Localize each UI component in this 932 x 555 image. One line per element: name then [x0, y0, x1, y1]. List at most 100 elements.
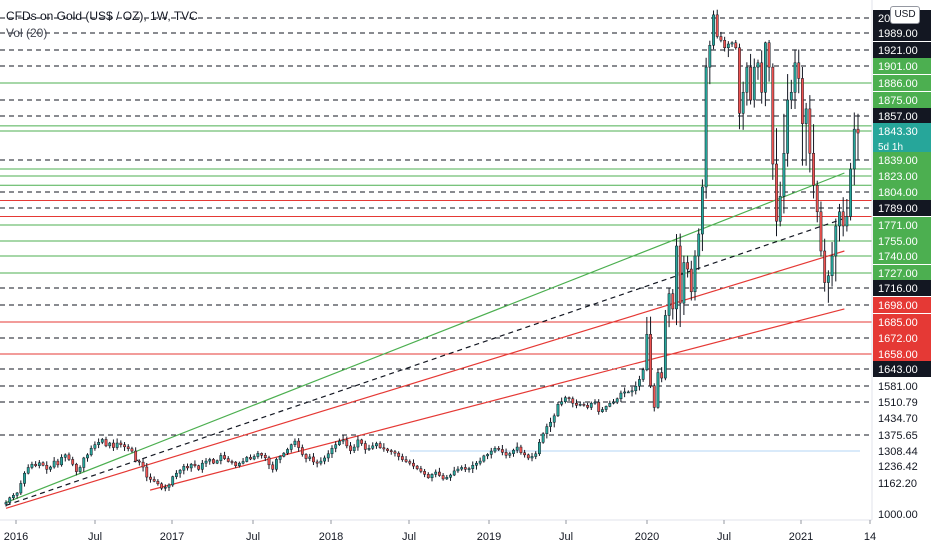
- candle-body: [615, 398, 619, 403]
- candle-body: [767, 42, 771, 68]
- candle-body: [375, 443, 378, 447]
- candle-body: [749, 66, 752, 101]
- candle-body: [41, 462, 45, 466]
- trend-line: [5, 217, 845, 506]
- candle-body: [849, 168, 852, 217]
- candle-body: [486, 454, 489, 457]
- candle-body: [734, 42, 738, 48]
- trend-line: [5, 250, 845, 509]
- candle-body: [656, 372, 660, 408]
- price-label: 1901.00: [878, 61, 918, 73]
- candle-body: [93, 444, 97, 449]
- candle-body: [823, 250, 827, 283]
- price-label-bg: [873, 168, 931, 184]
- candle-body: [571, 398, 575, 404]
- candle-body: [441, 475, 445, 480]
- candle-body: [12, 495, 15, 499]
- trend-line: [149, 308, 845, 491]
- candle-body: [312, 456, 315, 463]
- candle-body: [415, 465, 419, 469]
- candle-body: [249, 457, 252, 460]
- candle-body: [504, 452, 508, 456]
- candle-body: [271, 464, 275, 470]
- price-label: 1162.20: [878, 478, 917, 490]
- price-label-bg: [873, 108, 931, 124]
- candle-body: [530, 456, 534, 459]
- candle-body: [663, 315, 667, 379]
- candle-body: [815, 185, 819, 213]
- candle-body: [334, 444, 338, 449]
- candle-body: [652, 385, 656, 408]
- candle-body: [282, 452, 286, 457]
- price-label: 1989.00: [878, 28, 918, 40]
- candle-body: [456, 468, 460, 472]
- candle-body: [634, 385, 638, 392]
- time-label: 2017: [160, 531, 184, 543]
- candle-body: [841, 211, 845, 227]
- currency-badge[interactable]: USD: [890, 6, 920, 24]
- price-label-bg: [873, 280, 931, 296]
- candle-body: [430, 474, 434, 479]
- candle-body: [304, 454, 308, 459]
- candle-body: [404, 459, 408, 462]
- candle-body: [78, 467, 82, 472]
- candle-body: [363, 443, 367, 450]
- price-label: 1434.70: [878, 413, 918, 425]
- candle-body: [771, 66, 775, 165]
- price-label-bg: [873, 58, 931, 74]
- candle-body: [112, 442, 115, 448]
- price-label-bg: [873, 248, 931, 264]
- candle-body: [156, 480, 160, 485]
- price-label: 1789.00: [878, 203, 918, 215]
- candle-body: [512, 449, 515, 454]
- candle-body: [712, 14, 715, 46]
- price-label: 1716.00: [878, 283, 918, 295]
- price-label-bg: [873, 297, 931, 313]
- price-label: 1839.00: [878, 155, 918, 167]
- candle-body: [126, 446, 130, 449]
- candle-body: [230, 461, 234, 463]
- candle-body: [556, 404, 560, 417]
- candle-body: [100, 439, 104, 443]
- time-label: 2019: [477, 531, 501, 543]
- candle-body: [49, 466, 52, 470]
- candle-body: [763, 42, 767, 93]
- candle-body: [56, 460, 60, 466]
- candle-body: [263, 455, 267, 459]
- price-label: 1740.00: [878, 251, 918, 263]
- candle-body: [793, 62, 797, 93]
- candle-body: [497, 447, 501, 450]
- candle-body: [278, 456, 282, 460]
- candle-body: [704, 66, 708, 188]
- price-label-bg: [873, 217, 931, 233]
- candle-body: [730, 42, 734, 45]
- candle-body: [408, 461, 412, 464]
- candle-body: [252, 456, 256, 460]
- candle-body: [186, 466, 189, 469]
- candle-body: [482, 455, 486, 462]
- candle-body: [119, 442, 123, 445]
- candle-body: [393, 451, 397, 454]
- candle-body: [808, 108, 812, 154]
- candle-body: [163, 486, 167, 489]
- candle-body: [852, 128, 856, 170]
- candle-body: [789, 92, 793, 101]
- candle-body: [689, 268, 693, 293]
- candle-body: [23, 472, 26, 484]
- price-label-bg: [873, 314, 931, 330]
- candle-body: [389, 450, 393, 452]
- countdown-label: 5d 1h: [878, 142, 903, 153]
- candle-body: [52, 460, 56, 468]
- candle-body: [30, 463, 34, 468]
- candle-body: [445, 477, 449, 480]
- candle-body: [319, 460, 323, 464]
- candle-body: [538, 442, 541, 455]
- price-label: 1857.00: [878, 111, 918, 123]
- candle-body: [493, 447, 497, 452]
- candle-body: [212, 459, 215, 464]
- countdown-bg: [873, 139, 931, 153]
- price-label: 1672.00: [878, 333, 918, 345]
- price-label-bg: [873, 92, 931, 108]
